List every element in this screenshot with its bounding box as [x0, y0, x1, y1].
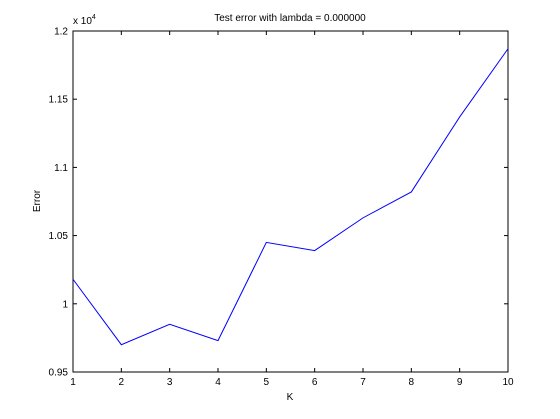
y-axis-ticks: 0.95 1 1.05 1.1 1.15 1.2	[49, 27, 508, 379]
x-tick-label: 8	[409, 377, 415, 388]
series-group	[72, 48, 509, 346]
x-axis-ticks: 1 2 3 4 5 6 7 8 9 10	[70, 31, 514, 388]
x-tick-label: 10	[502, 377, 514, 388]
x-tick-label: 7	[360, 377, 366, 388]
x-tick-label: 9	[457, 377, 463, 388]
y-tick-label: 0.95	[49, 368, 69, 379]
y-exponent-power: 4	[92, 14, 96, 21]
y-axis-label: Error	[32, 189, 43, 212]
y-exponent-label: x 104	[73, 14, 96, 27]
y-tick-label: 1.05	[49, 231, 69, 242]
x-axis-label: K	[287, 392, 294, 403]
y-tick-label: 1	[62, 299, 68, 310]
y-tick-label: 1.2	[54, 27, 68, 38]
x-tick-label: 3	[167, 377, 173, 388]
y-tick-label: 1.1	[54, 163, 68, 174]
x-tick-label: 4	[215, 377, 221, 388]
y-exponent-base: x 10	[73, 16, 92, 27]
x-tick-label: 2	[119, 377, 125, 388]
chart-title: Test error with lambda = 0.000000	[214, 13, 366, 24]
x-tick-label: 6	[312, 377, 318, 388]
plot-area	[72, 30, 509, 373]
series-line	[72, 48, 509, 346]
x-tick-label: 1	[70, 377, 76, 388]
y-tick-label: 1.15	[49, 95, 69, 106]
x-tick-label: 5	[264, 377, 270, 388]
